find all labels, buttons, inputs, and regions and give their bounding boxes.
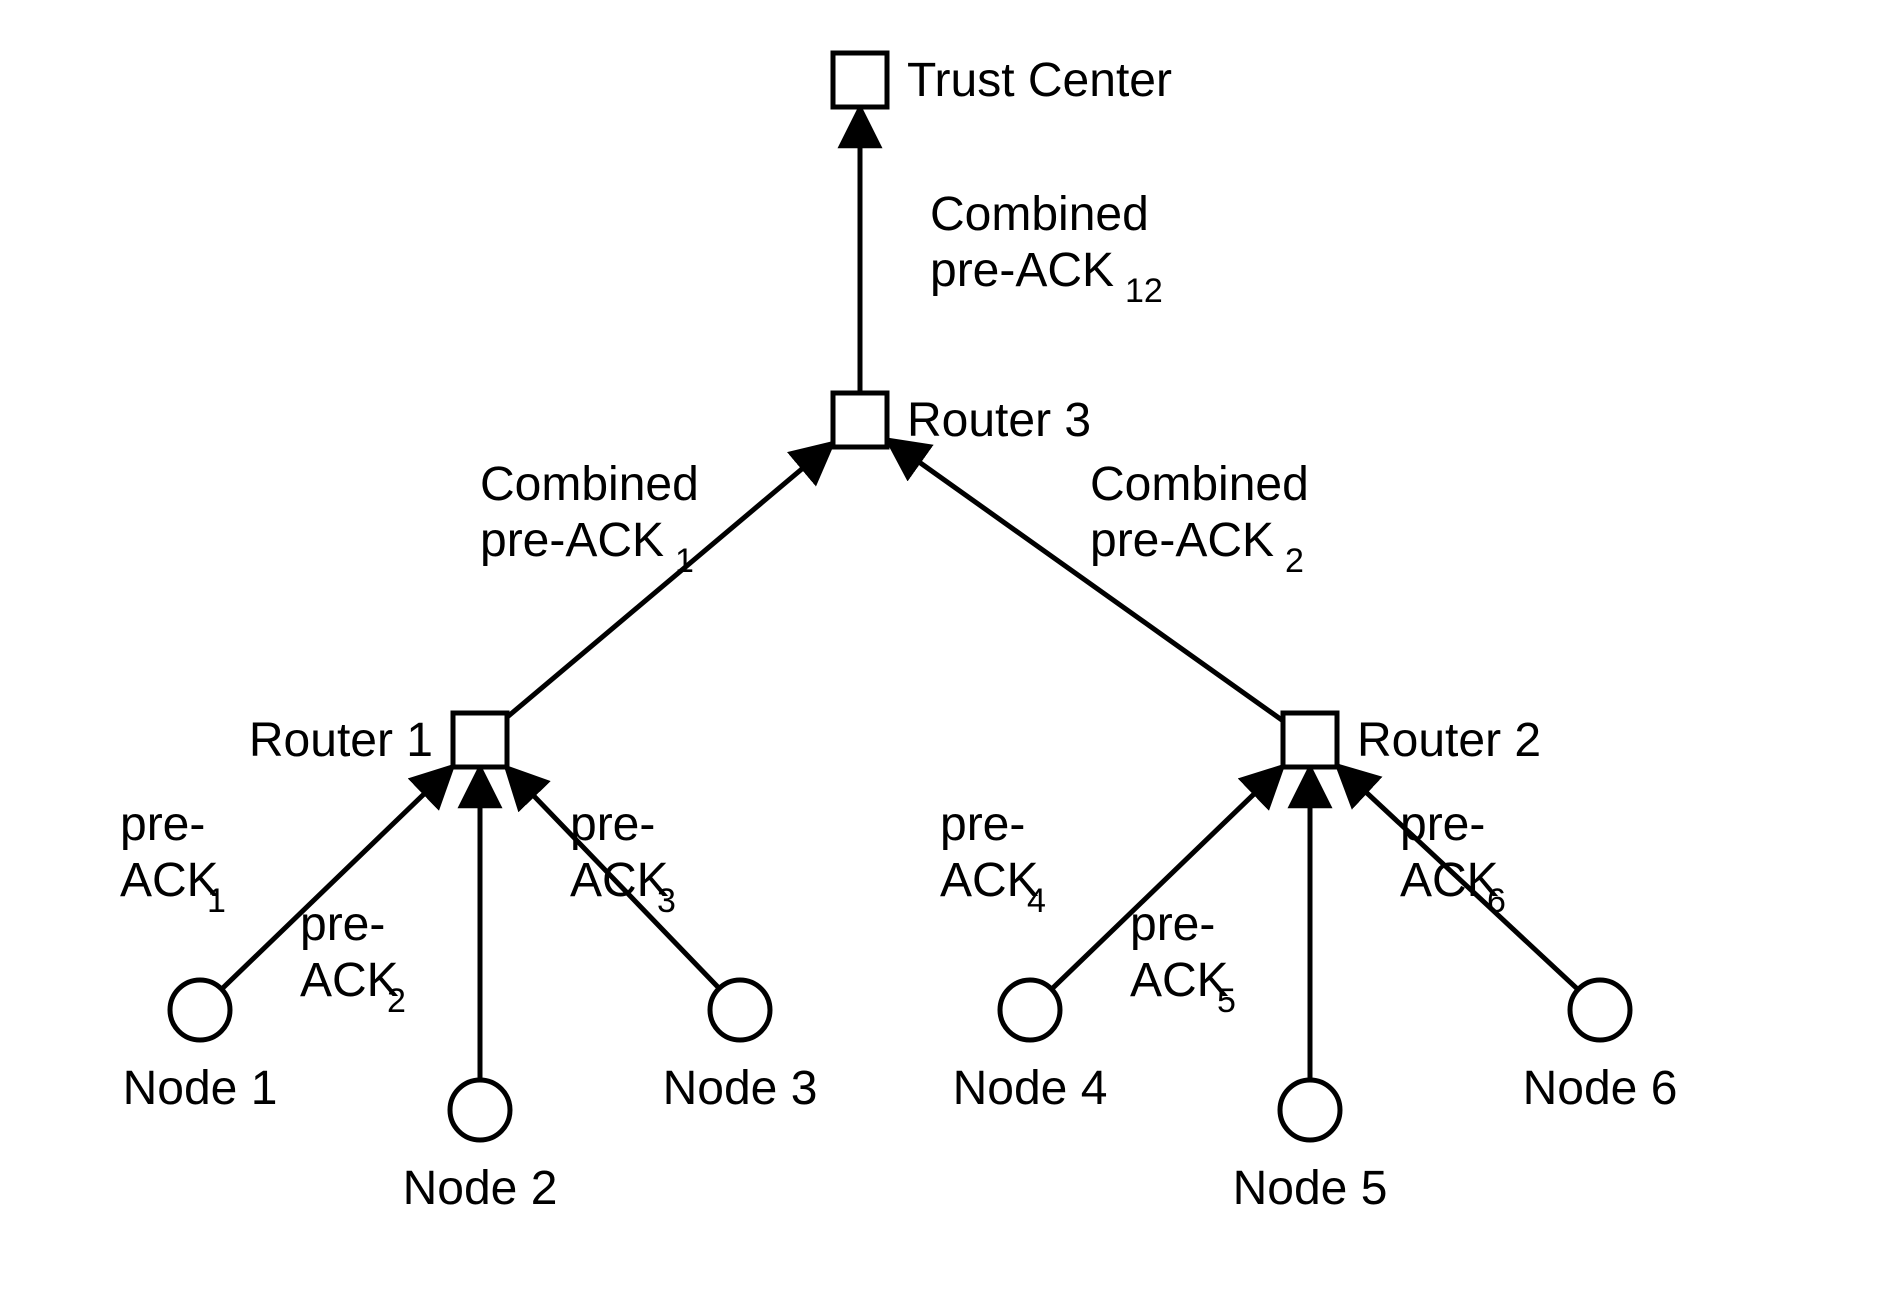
- edge-label-node4-router2-line2: ACK: [940, 854, 1039, 907]
- node6-label: Node 6: [1523, 1062, 1678, 1115]
- edge-label-node4-router2-sub: 4: [1027, 882, 1046, 920]
- router3-label: Router 3: [907, 394, 1091, 447]
- router2-icon: [1283, 713, 1337, 767]
- edge-label-node5-router2-line2: ACK: [1130, 954, 1229, 1007]
- node1-label: Node 1: [123, 1062, 278, 1115]
- edge-label-router1-router3-sub: 1: [675, 542, 694, 580]
- edge-label-router2-router3-line2: pre-ACK: [1090, 514, 1274, 567]
- edge-label-node4-router2-line1: pre-: [940, 798, 1025, 851]
- edge-label-node6-router2-line1: pre-: [1400, 798, 1485, 851]
- edge-label-router3-trust_center-line1: Combined: [930, 188, 1149, 241]
- edge-label-node3-router1-line1: pre-: [570, 798, 655, 851]
- edge-label-router3-trust_center-line2: pre-ACK: [930, 244, 1114, 297]
- network-diagram: Combinedpre-ACK12Combinedpre-ACK1Combine…: [0, 0, 1892, 1291]
- node4-icon: [1000, 980, 1060, 1040]
- edge-label-node1-router1-line1: pre-: [120, 798, 205, 851]
- node2-icon: [450, 1080, 510, 1140]
- edge-label-node3-router1-line2: ACK: [570, 854, 669, 907]
- trust_center-icon: [833, 53, 887, 107]
- edge-label-node5-router2-sub: 5: [1217, 982, 1236, 1020]
- edge-label-node2-router1-sub: 2: [387, 982, 406, 1020]
- edge-label-node2-router1-line1: pre-: [300, 898, 385, 951]
- edge-label-node1-router1-sub: 1: [207, 882, 226, 920]
- router3-icon: [833, 393, 887, 447]
- edge-label-router2-router3-sub: 2: [1285, 542, 1304, 580]
- edge-label-node1-router1-line2: ACK: [120, 854, 219, 907]
- node5-icon: [1280, 1080, 1340, 1140]
- router1-label: Router 1: [249, 714, 433, 767]
- node1-icon: [170, 980, 230, 1040]
- edge-label-router1-router3-line2: pre-ACK: [480, 514, 664, 567]
- edge-label-node5-router2-line1: pre-: [1130, 898, 1215, 951]
- node2-label: Node 2: [403, 1162, 558, 1215]
- node3-icon: [710, 980, 770, 1040]
- node4-label: Node 4: [953, 1062, 1108, 1115]
- edge-label-router1-router3-line1: Combined: [480, 458, 699, 511]
- edge-label-node2-router1-line2: ACK: [300, 954, 399, 1007]
- router2-label: Router 2: [1357, 714, 1541, 767]
- router1-icon: [453, 713, 507, 767]
- labels-layer: Combinedpre-ACK12Combinedpre-ACK1Combine…: [120, 54, 1677, 1215]
- node3-label: Node 3: [663, 1062, 818, 1115]
- edge-label-router3-trust_center-sub: 12: [1125, 272, 1163, 310]
- edges-layer: [222, 107, 1578, 1080]
- node6-icon: [1570, 980, 1630, 1040]
- edge-label-node3-router1-sub: 3: [657, 882, 676, 920]
- node5-label: Node 5: [1233, 1162, 1388, 1215]
- edge-label-node6-router2-line2: ACK: [1400, 854, 1499, 907]
- edge-label-router2-router3-line1: Combined: [1090, 458, 1309, 511]
- edge-label-node6-router2-sub: 6: [1487, 882, 1506, 920]
- trust_center-label: Trust Center: [907, 54, 1172, 107]
